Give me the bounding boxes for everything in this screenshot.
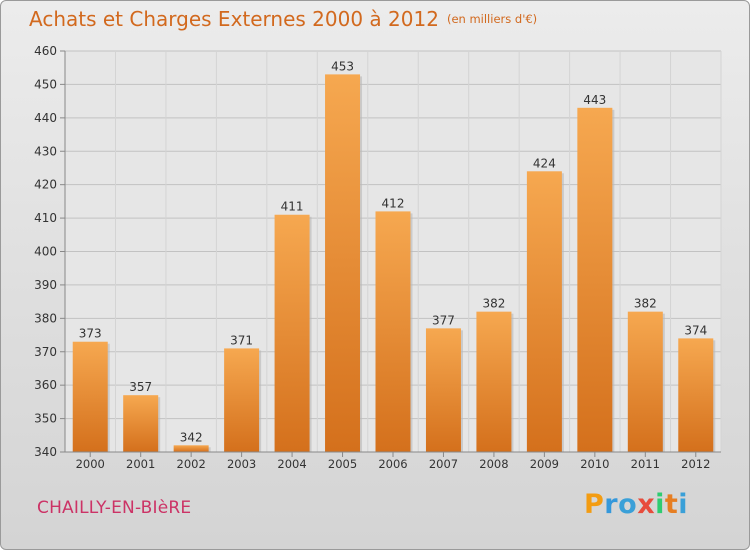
bar-value-label: 342 [180,430,203,444]
bar [577,107,613,452]
bar-value-label: 382 [634,297,657,311]
brand-letter: P [584,489,605,520]
x-tick-label: 2008 [479,457,508,471]
bar-value-label: 412 [382,196,405,210]
y-tick-label: 460 [34,44,57,58]
y-tick-label: 440 [34,111,57,125]
y-tick-label: 410 [34,211,57,225]
x-tick-label: 2012 [681,457,710,471]
bar [375,211,411,452]
x-tick-label: 2000 [76,457,105,471]
bar [274,214,310,452]
bar-value-label: 411 [281,200,304,214]
bar [173,445,209,452]
x-tick-label: 2003 [227,457,256,471]
y-tick-label: 360 [34,378,57,392]
x-tick-label: 2001 [126,457,155,471]
bar-value-label: 371 [230,333,253,347]
brand-letter: t [664,489,679,520]
x-tick-label: 2004 [277,457,306,471]
bar [123,395,159,452]
y-tick-label: 420 [34,178,57,192]
y-tick-label: 340 [34,445,57,459]
y-tick-label: 380 [34,311,57,325]
location-label: CHAILLY-EN-BIèRE [37,498,192,518]
y-tick-label: 370 [34,345,57,359]
chart-subtitle: (en milliers d'€) [446,12,538,26]
x-tick-label: 2009 [530,457,559,471]
x-tick-label: 2005 [328,457,357,471]
brand-letter: r [604,489,619,520]
bar-value-label: 373 [79,327,102,341]
x-tick-label: 2007 [429,457,458,471]
y-tick-label: 450 [34,77,57,91]
brand-letter: i [655,489,665,520]
bar-value-label: 443 [583,93,606,107]
title-row: Achats et Charges Externes 2000 à 2012 (e… [29,7,537,31]
bar [72,341,108,452]
y-tick-label: 390 [34,278,57,292]
x-tick-label: 2010 [580,457,609,471]
x-tick-label: 2006 [378,457,407,471]
bar [325,74,361,453]
y-tick-label: 430 [34,144,57,158]
brand-logo: Proxiti [584,489,688,520]
bar [526,171,562,453]
bar [476,311,512,452]
x-tick-label: 2002 [177,457,206,471]
bar-value-label: 357 [129,380,152,394]
bar [224,348,260,452]
bar [627,311,663,452]
bar-value-label: 453 [331,59,354,73]
bar-value-label: 382 [482,297,505,311]
bar [678,338,714,452]
brand-letter: i [678,489,689,520]
bar-value-label: 424 [533,156,556,170]
y-tick-label: 400 [34,245,57,259]
x-tick-label: 2011 [631,457,660,471]
brand-letter: o [618,489,638,520]
y-tick-label: 350 [34,412,57,426]
chart-title: Achats et Charges Externes 2000 à 2012 [29,7,439,31]
bar [425,328,461,452]
bar-value-label: 374 [684,323,707,337]
bar-value-label: 377 [432,313,455,327]
brand-letter: x [637,489,656,520]
